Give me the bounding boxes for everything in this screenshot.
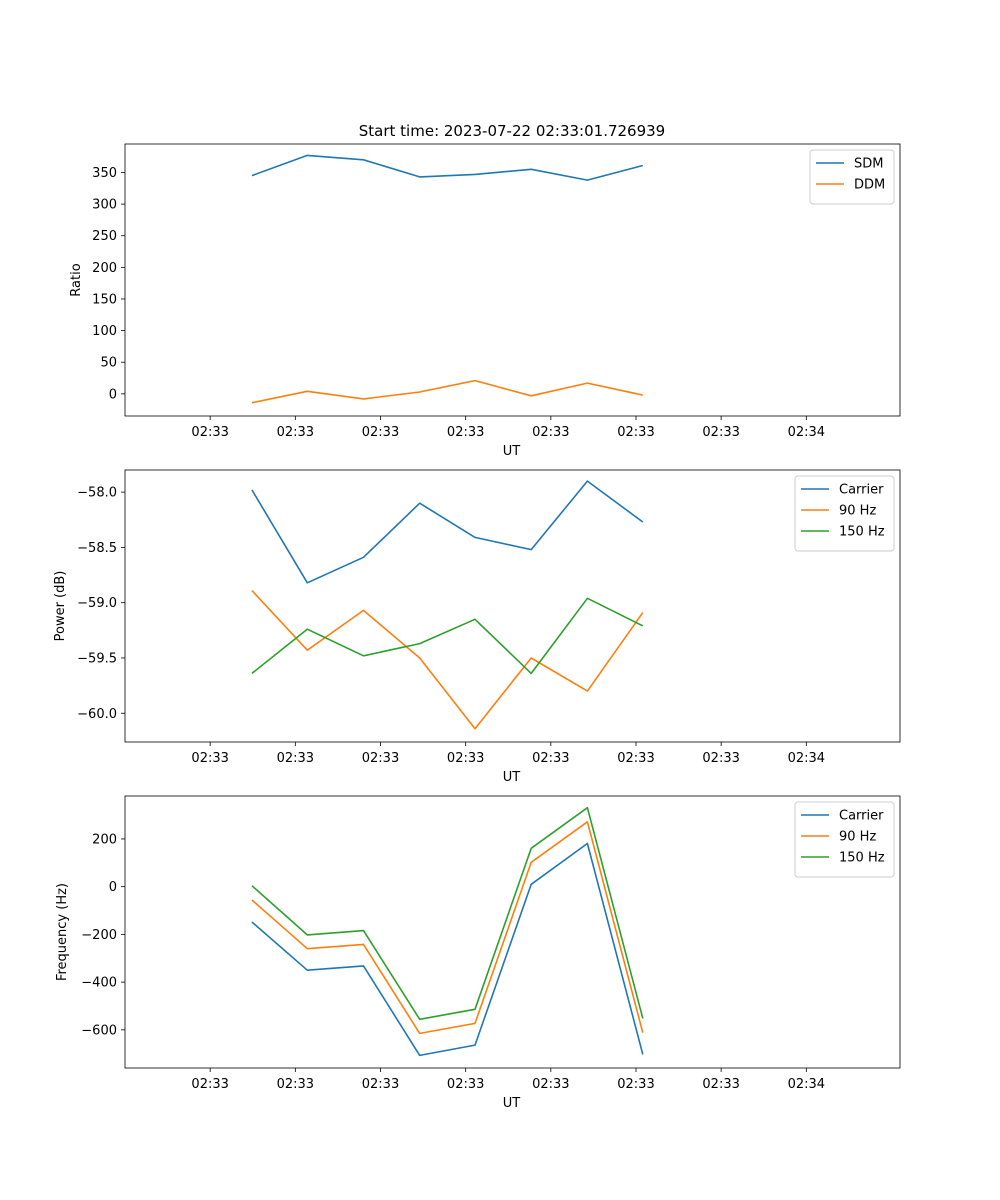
y-tick-label: 300 xyxy=(92,198,117,213)
y-tick-label: 100 xyxy=(92,324,117,339)
series-line-sdm xyxy=(251,154,644,181)
legend-label: Carrier xyxy=(839,483,884,498)
x-axis-label: UT xyxy=(503,444,521,459)
x-tick-label: 02:33 xyxy=(617,751,654,766)
y-tick-label: −200 xyxy=(81,928,117,943)
series-line-carrier xyxy=(251,842,644,1057)
series-line-carrier xyxy=(251,480,644,584)
y-axis-label: Frequency (Hz) xyxy=(55,883,70,981)
x-tick-label: 02:33 xyxy=(532,1077,569,1092)
y-tick-label: −58.5 xyxy=(77,541,117,556)
legend-label: SDM xyxy=(854,157,883,172)
x-tick-label: 02:33 xyxy=(447,1077,484,1092)
y-tick-label: −600 xyxy=(81,1023,117,1038)
x-tick-label: 02:33 xyxy=(617,1077,654,1092)
y-tick-label: 250 xyxy=(92,229,117,244)
legend-label: 90 Hz xyxy=(839,830,876,845)
y-tick-label: −60.0 xyxy=(77,707,117,722)
x-tick-label: 02:33 xyxy=(191,425,228,440)
y-tick-label: 0 xyxy=(109,387,117,402)
series-line-90-hz xyxy=(251,589,644,730)
x-tick-label: 02:33 xyxy=(447,751,484,766)
y-tick-label: −400 xyxy=(81,976,117,991)
y-axis-label: Power (dB) xyxy=(53,571,68,642)
y-tick-label: −59.0 xyxy=(77,596,117,611)
x-tick-label: 02:33 xyxy=(277,751,314,766)
legend-label: DDM xyxy=(854,178,885,193)
y-axis-label: Ratio xyxy=(69,263,84,296)
legend-label: 90 Hz xyxy=(839,504,876,519)
legend: SDM DDM xyxy=(809,149,895,205)
series-line-150-hz xyxy=(251,597,644,675)
x-tick-label: 02:34 xyxy=(788,425,825,440)
chart-panel-1: 02:33 02:33 02:33 02:33 02:33 02:33 02:33 02:34… xyxy=(69,143,901,459)
legend-label: Carrier xyxy=(839,809,884,824)
y-tick-label: −59.5 xyxy=(77,651,117,666)
x-tick-label: 02:33 xyxy=(191,1077,228,1092)
x-tick-label: 02:33 xyxy=(447,425,484,440)
figure-title: Start time: 2023-07-22 02:33:01.726939 xyxy=(359,122,665,140)
chart-panels: 02:33 02:33 02:33 02:33 02:33 02:33 02:33 02:34… xyxy=(53,143,901,1111)
plot-frame xyxy=(124,469,901,743)
y-tick-label: 0 xyxy=(109,880,117,895)
y-tick-label: 200 xyxy=(92,261,117,276)
series-line-150-hz xyxy=(251,806,644,1021)
y-tick-label: −58.0 xyxy=(77,486,117,501)
y-tick-label: 150 xyxy=(92,292,117,307)
x-tick-label: 02:33 xyxy=(702,425,739,440)
x-tick-label: 02:33 xyxy=(362,1077,399,1092)
y-tick-label: 200 xyxy=(92,832,117,847)
y-tick-label: 50 xyxy=(100,356,117,371)
legend-label: 150 Hz xyxy=(839,851,885,866)
series-line-90-hz xyxy=(251,820,644,1035)
legend: Carrier 90 Hz 150 Hz xyxy=(794,475,895,552)
series-line-ddm xyxy=(251,379,643,404)
x-axis-label: UT xyxy=(503,770,521,785)
legend-label: 150 Hz xyxy=(839,525,885,540)
legend: Carrier 90 Hz 150 Hz xyxy=(794,801,895,878)
y-tick-label: 350 xyxy=(92,166,117,181)
x-tick-label: 02:34 xyxy=(788,751,825,766)
plot-frame xyxy=(124,143,901,417)
x-tick-label: 02:33 xyxy=(617,425,654,440)
x-tick-label: 02:33 xyxy=(532,425,569,440)
x-axis-label: UT xyxy=(503,1096,521,1111)
plot-frame xyxy=(124,795,901,1069)
x-tick-label: 02:33 xyxy=(277,425,314,440)
x-tick-label: 02:33 xyxy=(532,751,569,766)
x-tick-label: 02:33 xyxy=(702,751,739,766)
legend-box xyxy=(794,475,895,552)
x-tick-label: 02:33 xyxy=(191,751,228,766)
x-tick-label: 02:33 xyxy=(277,1077,314,1092)
legend-box xyxy=(794,801,895,878)
chart-panel-3: 02:33 02:33 02:33 02:33 02:33 02:33 02:33 02:34… xyxy=(55,795,901,1111)
x-tick-label: 02:33 xyxy=(362,751,399,766)
x-tick-label: 02:33 xyxy=(362,425,399,440)
x-tick-label: 02:33 xyxy=(702,1077,739,1092)
x-tick-label: 02:34 xyxy=(788,1077,825,1092)
chart-panel-2: 02:33 02:33 02:33 02:33 02:33 02:33 02:33 02:34… xyxy=(53,469,901,785)
